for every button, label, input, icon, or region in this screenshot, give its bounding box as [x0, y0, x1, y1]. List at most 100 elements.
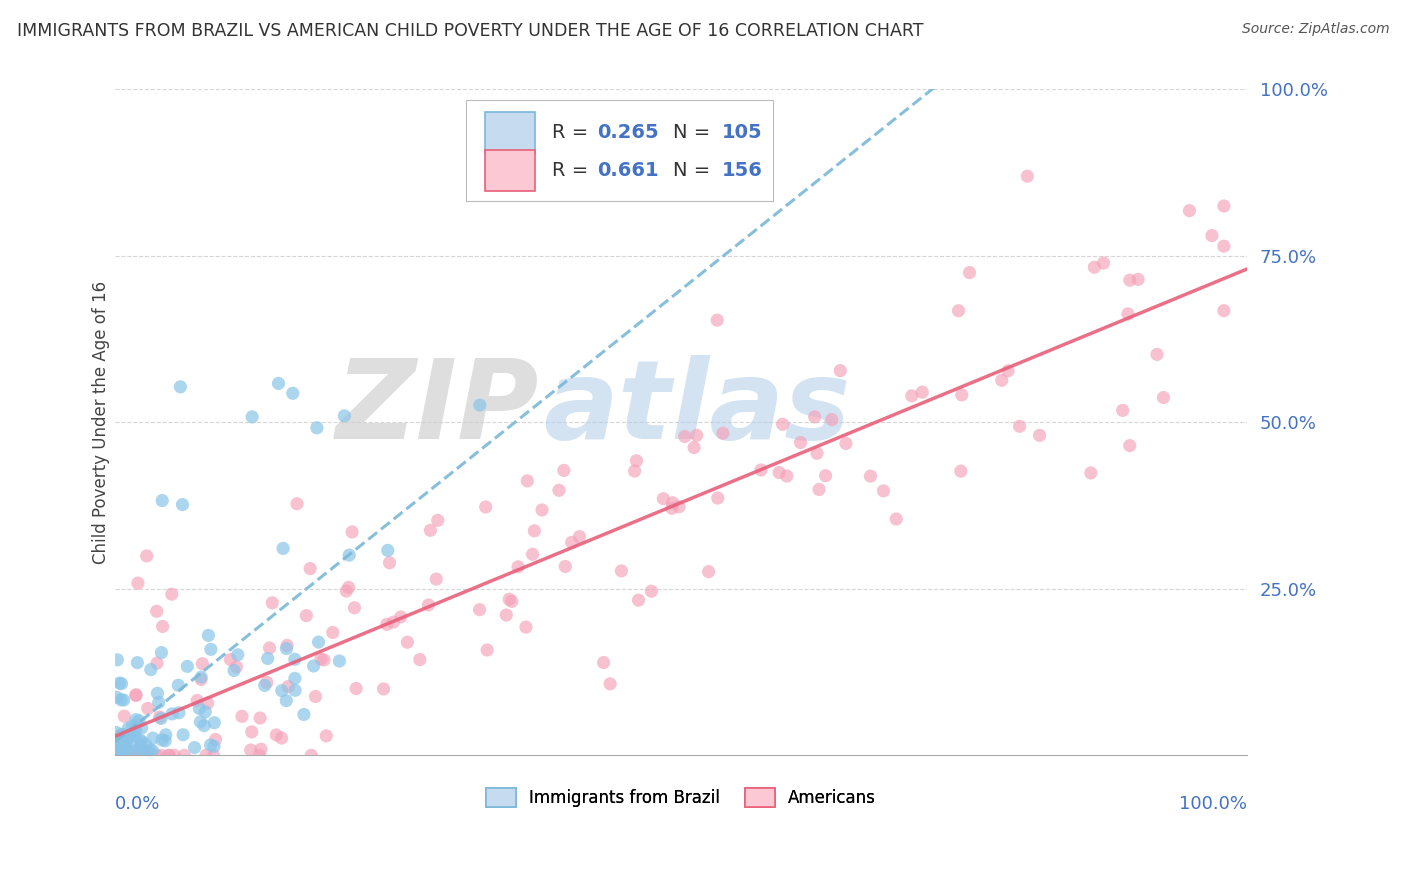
Point: [107, 738, 129, 752]
Point: [108, 737, 131, 751]
Point: [135, 738, 157, 752]
Point: [706, 313, 728, 327]
Point: [117, 739, 139, 754]
Point: [108, 734, 131, 748]
Point: [125, 689, 148, 703]
Text: 0.661: 0.661: [598, 161, 659, 180]
Point: [673, 429, 696, 443]
Point: [249, 748, 271, 763]
Point: [640, 584, 662, 599]
Point: [240, 724, 263, 739]
Point: [127, 576, 149, 591]
Point: [553, 463, 575, 477]
Point: [249, 711, 271, 725]
Point: [110, 747, 132, 761]
Point: [129, 733, 152, 747]
Point: [959, 266, 981, 280]
Point: [516, 474, 538, 488]
Point: [125, 717, 148, 731]
Point: [554, 559, 576, 574]
Point: [202, 715, 225, 730]
Point: [997, 364, 1019, 378]
Text: N =: N =: [673, 161, 717, 180]
Point: [117, 748, 139, 763]
Point: [129, 739, 152, 753]
Point: [131, 748, 153, 763]
Point: [315, 729, 337, 743]
Point: [169, 380, 191, 394]
Point: [501, 594, 523, 608]
Point: [304, 690, 326, 704]
Point: [686, 428, 709, 442]
Point: [131, 748, 153, 763]
Point: [1178, 203, 1201, 218]
Point: [711, 426, 734, 441]
Point: [108, 748, 131, 763]
Point: [299, 561, 322, 575]
Point: [1028, 428, 1050, 442]
Text: 105: 105: [721, 123, 762, 142]
Point: [373, 681, 395, 696]
Point: [1092, 256, 1115, 270]
Point: [267, 376, 290, 391]
Point: [259, 640, 281, 655]
Point: [105, 690, 128, 705]
Point: [222, 664, 245, 678]
Point: [110, 734, 132, 748]
Point: [135, 748, 157, 763]
Point: [340, 524, 363, 539]
Point: [114, 746, 136, 760]
Point: [409, 652, 432, 666]
Point: [141, 743, 163, 757]
Point: [1017, 169, 1039, 184]
Point: [148, 696, 170, 710]
Point: [948, 303, 970, 318]
Point: [389, 610, 412, 624]
Point: [120, 748, 142, 763]
Point: [105, 747, 128, 761]
Point: [468, 398, 491, 412]
Point: [333, 409, 356, 423]
Point: [117, 731, 139, 745]
Point: [568, 530, 591, 544]
Point: [1111, 403, 1133, 417]
Point: [186, 693, 208, 707]
Point: [1153, 391, 1175, 405]
Point: [652, 491, 675, 506]
Point: [950, 388, 973, 402]
Point: [335, 584, 357, 599]
Point: [129, 738, 152, 752]
Point: [683, 441, 706, 455]
Point: [114, 741, 136, 756]
Point: [523, 524, 546, 538]
Point: [139, 663, 162, 677]
Point: [474, 500, 496, 514]
Point: [835, 436, 858, 450]
Point: [626, 454, 648, 468]
Text: ZIP: ZIP: [336, 355, 540, 462]
Point: [668, 500, 690, 514]
Point: [375, 617, 398, 632]
Point: [262, 596, 284, 610]
Point: [305, 421, 328, 435]
Point: [531, 503, 554, 517]
Point: [382, 615, 405, 629]
Text: R =: R =: [553, 161, 595, 180]
Point: [276, 639, 298, 653]
Point: [160, 706, 183, 721]
Point: [155, 728, 177, 742]
Point: [129, 735, 152, 749]
Point: [808, 483, 831, 497]
Point: [167, 678, 190, 692]
Point: [266, 728, 288, 742]
Point: [149, 710, 172, 724]
Point: [900, 389, 922, 403]
Point: [107, 747, 129, 761]
Point: [153, 734, 176, 748]
Point: [884, 512, 907, 526]
Point: [105, 739, 128, 753]
Point: [193, 719, 215, 733]
Point: [188, 701, 211, 715]
Point: [468, 603, 491, 617]
Point: [128, 714, 150, 728]
